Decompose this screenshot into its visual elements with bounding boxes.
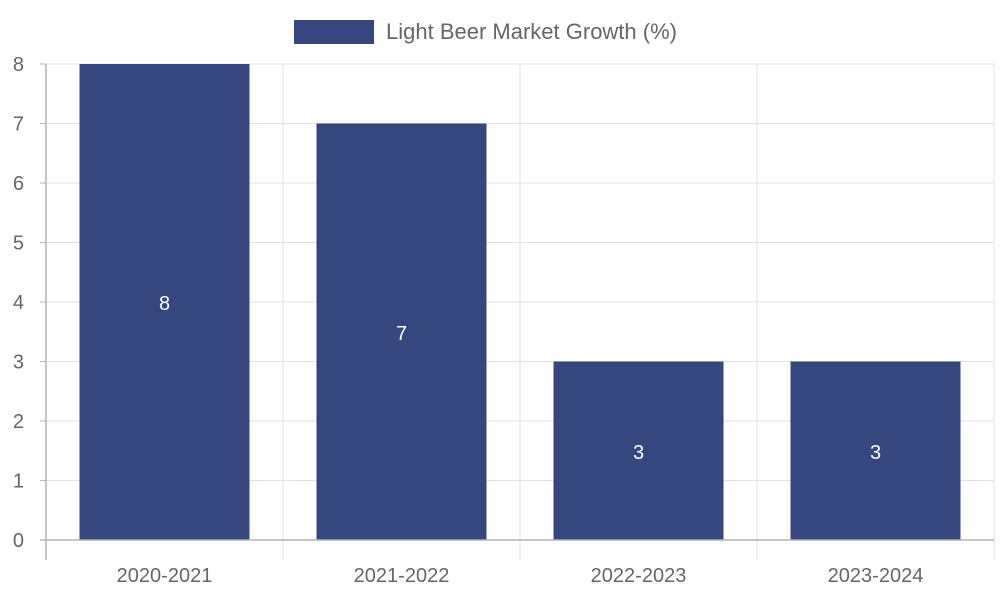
bar-2023-2024[interactable]	[790, 361, 961, 541]
y-tick-label: 3	[13, 352, 24, 374]
bar-2020-2021[interactable]	[79, 64, 250, 540]
legend-swatch[interactable]	[294, 20, 374, 44]
y-axis-ticks: 0 1 2 3 4 5 6 7 8	[13, 54, 46, 552]
x-tick-label: 2023-2024	[828, 565, 924, 587]
legend-label[interactable]: Light Beer Market Growth (%)	[386, 19, 677, 44]
y-tick-label: 8	[13, 54, 24, 76]
bars	[79, 64, 961, 541]
bar-2021-2022[interactable]	[316, 123, 487, 541]
legend[interactable]: Light Beer Market Growth (%)	[294, 19, 677, 44]
y-tick-label: 5	[13, 233, 24, 255]
x-tick-label: 2022-2023	[591, 565, 687, 587]
bar-value-label: 3	[633, 442, 644, 464]
bar-value-label: 8	[159, 293, 170, 315]
y-tick-label: 0	[13, 530, 24, 552]
bar-value-label: 3	[870, 442, 881, 464]
x-tick-label: 2020-2021	[117, 565, 213, 587]
axes	[40, 64, 994, 560]
y-tick-label: 4	[13, 292, 24, 314]
y-tick-label: 2	[13, 411, 24, 433]
x-axis-ticks: 2020-2021 2021-2022 2022-2023 2023-2024	[117, 565, 924, 587]
y-tick-label: 7	[13, 114, 24, 136]
x-tick-label: 2021-2022	[354, 565, 450, 587]
bar-2022-2023[interactable]	[553, 361, 724, 541]
bar-value-label: 7	[396, 323, 407, 345]
y-tick-label: 1	[13, 471, 24, 493]
y-tick-label: 6	[13, 173, 24, 195]
bar-value-labels: 8 7 3 3	[159, 293, 881, 464]
